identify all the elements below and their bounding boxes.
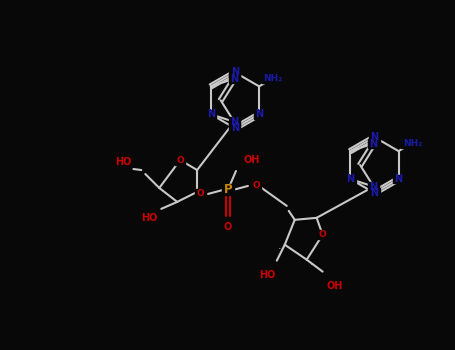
Bar — [345, 175, 356, 183]
Text: OH: OH — [326, 281, 343, 290]
Text: N: N — [369, 182, 378, 191]
Text: HO: HO — [115, 157, 131, 167]
Text: N: N — [207, 109, 215, 119]
Bar — [368, 182, 379, 191]
Bar — [253, 110, 265, 119]
Bar — [401, 138, 423, 148]
Bar — [195, 189, 205, 198]
Bar — [140, 213, 158, 223]
Text: N: N — [231, 123, 239, 133]
Text: ·: · — [278, 244, 282, 254]
Text: N: N — [255, 109, 263, 119]
Text: N: N — [394, 174, 403, 184]
Text: OH: OH — [244, 155, 260, 165]
Bar — [251, 181, 261, 190]
Bar — [318, 230, 328, 239]
Bar — [175, 156, 185, 164]
Bar — [327, 281, 343, 290]
Bar — [229, 124, 240, 133]
Text: O: O — [319, 230, 327, 239]
Text: HO: HO — [258, 270, 275, 280]
Bar — [258, 270, 276, 280]
Text: N: N — [231, 68, 239, 77]
Text: N: N — [370, 132, 379, 142]
Text: N: N — [369, 139, 378, 148]
Text: NH₂: NH₂ — [263, 74, 283, 83]
Text: O: O — [196, 189, 204, 198]
Bar — [369, 188, 380, 197]
Text: N: N — [346, 174, 354, 184]
Text: ·: · — [310, 260, 313, 270]
Bar — [368, 139, 379, 148]
Text: N: N — [230, 74, 238, 84]
Bar — [369, 133, 380, 142]
Bar — [229, 117, 240, 126]
Bar — [205, 110, 216, 119]
Bar — [222, 184, 234, 195]
Bar — [244, 155, 260, 165]
Text: O: O — [177, 155, 184, 164]
Bar — [229, 68, 240, 77]
Text: N: N — [230, 117, 238, 127]
Text: O: O — [252, 181, 260, 190]
Bar — [229, 74, 240, 83]
Text: O: O — [224, 222, 232, 232]
Text: HO: HO — [141, 213, 157, 223]
Bar — [223, 222, 233, 231]
Bar — [262, 74, 284, 83]
Text: P: P — [224, 183, 233, 196]
Text: ·: · — [171, 199, 174, 209]
Text: N: N — [370, 188, 379, 198]
Text: NH₂: NH₂ — [403, 139, 422, 148]
Bar — [393, 175, 404, 183]
Bar — [115, 157, 132, 167]
